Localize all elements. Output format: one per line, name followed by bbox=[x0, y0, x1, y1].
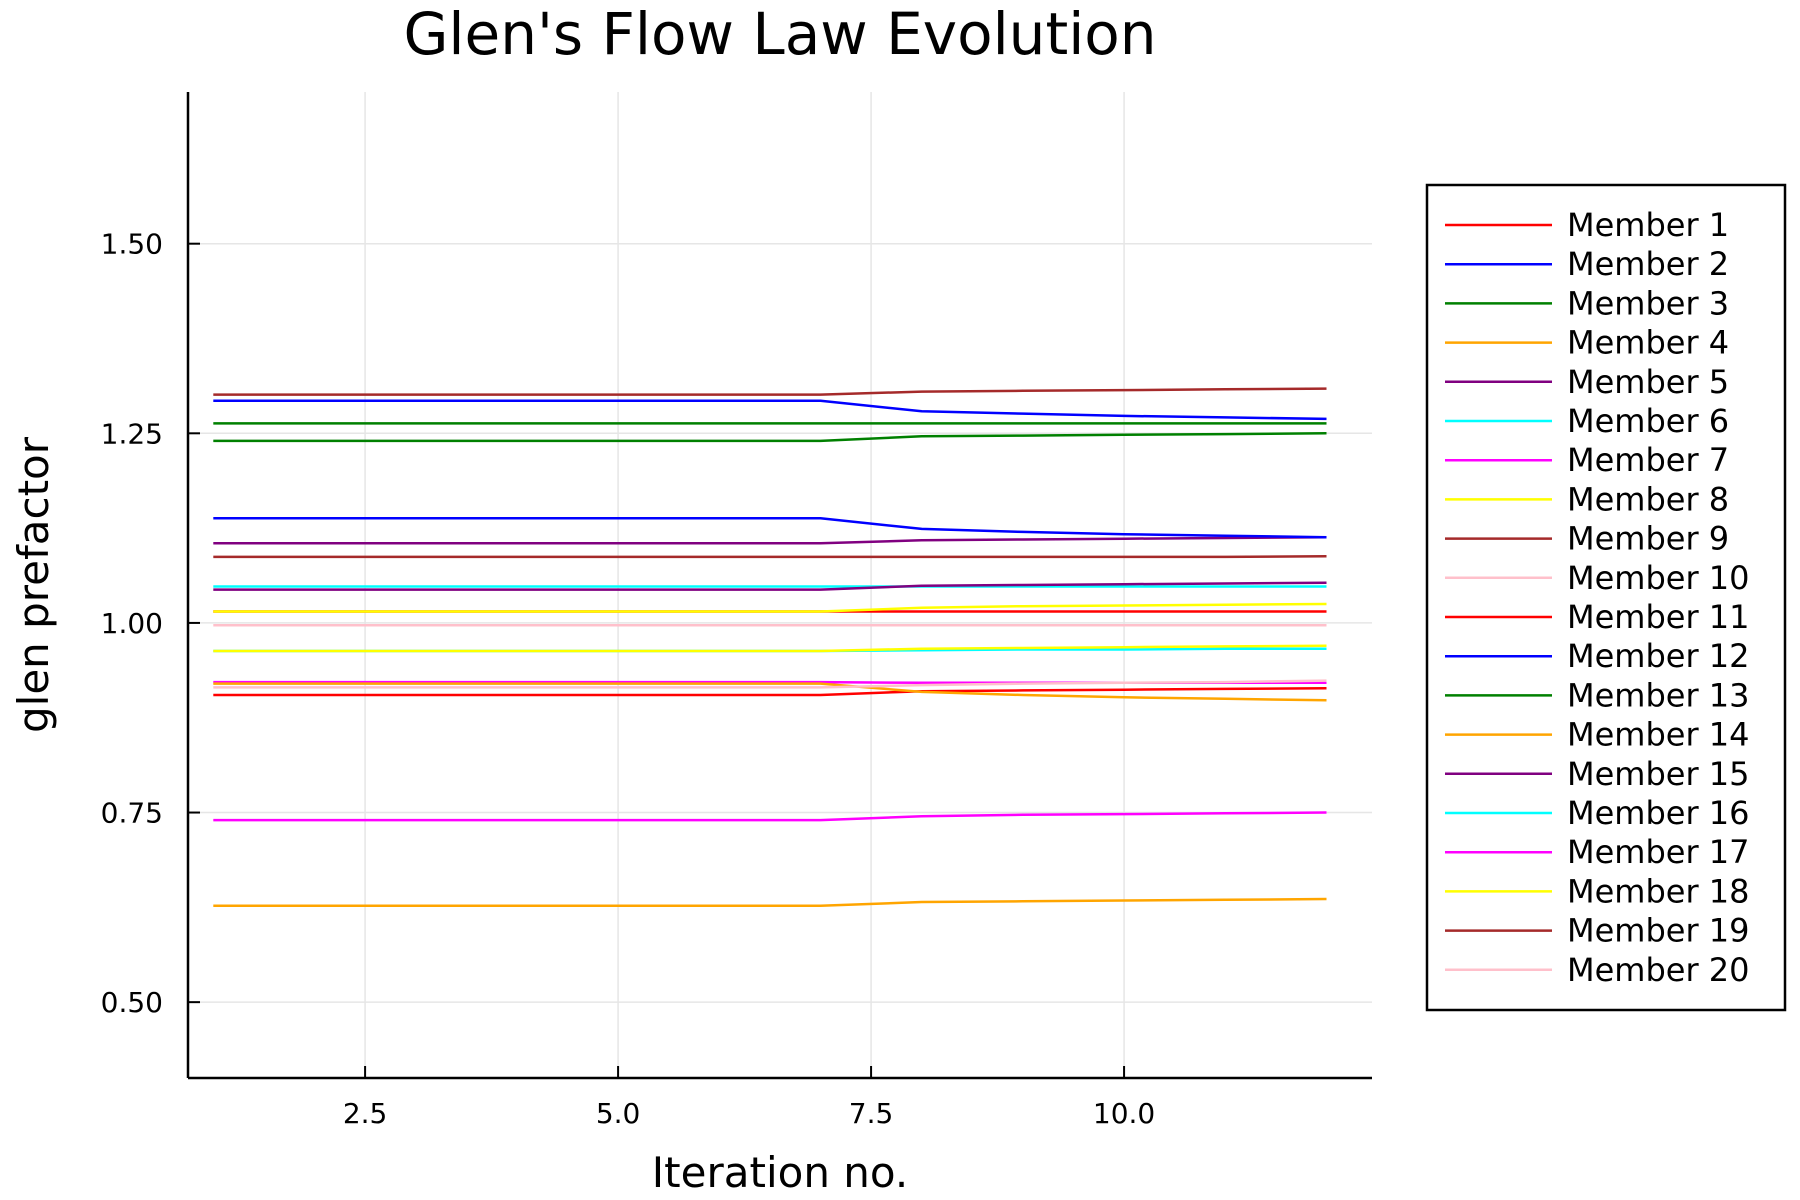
legend-label: Member 9 bbox=[1567, 520, 1729, 558]
legend-label: Member 14 bbox=[1567, 716, 1750, 754]
series-line-member-13 bbox=[213, 432, 1327, 443]
series-line-member-11 bbox=[213, 686, 1327, 697]
legend-label: Member 6 bbox=[1567, 402, 1729, 440]
y-tick-label: 1.00 bbox=[101, 607, 163, 640]
series-line-member-5 bbox=[213, 535, 1327, 545]
legend-label: Member 3 bbox=[1567, 284, 1729, 322]
x-tick-label: 7.5 bbox=[849, 1097, 894, 1130]
series-line-member-4 bbox=[213, 897, 1327, 908]
y-tick-label: 1.25 bbox=[101, 417, 163, 450]
x-tick-label: 2.5 bbox=[343, 1097, 388, 1130]
legend-label: Member 12 bbox=[1567, 637, 1750, 675]
legend-label: Member 2 bbox=[1567, 245, 1729, 283]
legend-label: Member 16 bbox=[1567, 794, 1750, 832]
series-line-member-14 bbox=[213, 682, 1327, 702]
x-tick-label: 5.0 bbox=[596, 1097, 641, 1130]
y-tick-label: 1.50 bbox=[101, 228, 163, 261]
legend-label: Member 13 bbox=[1567, 676, 1750, 714]
series-line-member-19 bbox=[213, 387, 1327, 396]
series-line-member-2 bbox=[213, 399, 1327, 421]
series-line-member-20 bbox=[213, 679, 1327, 689]
plot-area: 2.5 5.0 7.5 10.0 0.50 0.75 1.00 1.25 1.50 bbox=[101, 92, 1372, 1130]
legend-label: Member 11 bbox=[1567, 598, 1750, 636]
legend-label: Member 8 bbox=[1567, 480, 1729, 518]
y-tick-label: 0.50 bbox=[101, 986, 163, 1019]
chart-title: Glen's Flow Law Evolution bbox=[403, 0, 1156, 68]
legend-label: Member 17 bbox=[1567, 833, 1750, 871]
legend-label: Member 5 bbox=[1567, 363, 1729, 401]
legend-label: Member 1 bbox=[1567, 206, 1729, 244]
legend-label: Member 7 bbox=[1567, 441, 1729, 479]
y-tick-label: 0.75 bbox=[101, 797, 163, 830]
legend-label: Member 20 bbox=[1567, 951, 1750, 989]
legend-label: Member 18 bbox=[1567, 872, 1750, 910]
x-axis-title: Iteration no. bbox=[652, 1148, 908, 1197]
legend-box bbox=[1425, 183, 1787, 1012]
series-line-member-18 bbox=[213, 644, 1327, 653]
legend-label: Member 10 bbox=[1567, 559, 1750, 597]
legend-label: Member 15 bbox=[1567, 755, 1750, 793]
series-line-member-12 bbox=[213, 517, 1327, 539]
series-line-member-15 bbox=[213, 581, 1327, 591]
series-line-member-9 bbox=[213, 554, 1327, 559]
series-line-member-8 bbox=[213, 602, 1327, 613]
series-line-member-17 bbox=[213, 811, 1327, 822]
legend-label: Member 4 bbox=[1567, 324, 1729, 362]
x-tick-label: 10.0 bbox=[1093, 1097, 1155, 1130]
legend-label: Member 19 bbox=[1567, 912, 1750, 950]
y-axis-title: glen prefactor bbox=[9, 436, 58, 733]
